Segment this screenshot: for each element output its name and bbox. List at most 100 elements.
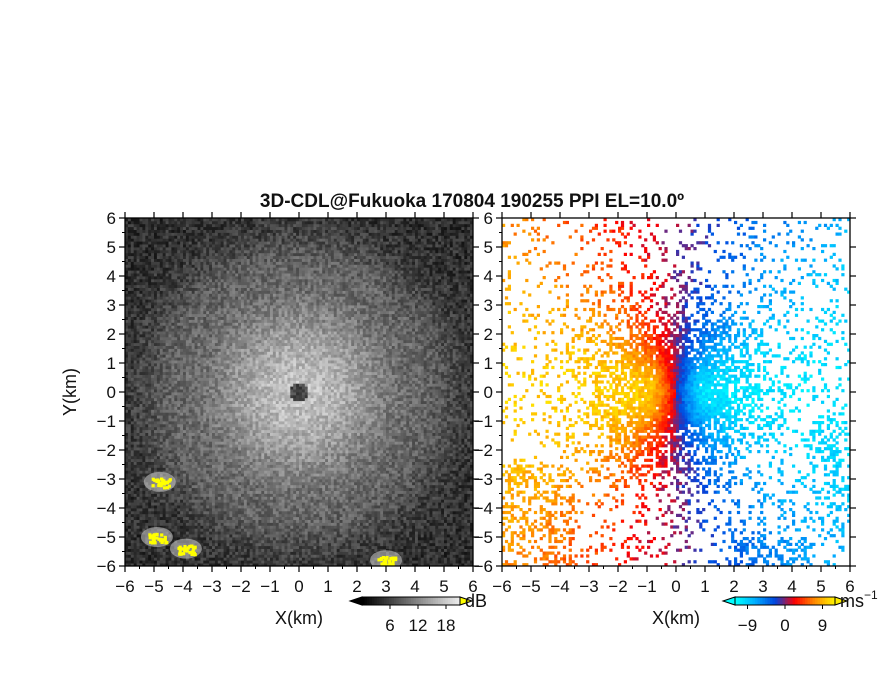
colorbar-cell xyxy=(403,597,407,605)
colorbar-cell xyxy=(810,597,813,605)
colorbar-cell xyxy=(445,597,449,605)
y-tick-label: 0 xyxy=(484,383,493,402)
colorbar-cell xyxy=(408,597,412,605)
y-tick-label: 6 xyxy=(107,209,116,228)
colorbar-cell xyxy=(822,597,826,605)
strong-echo xyxy=(177,544,197,557)
x-tick-label: −5 xyxy=(521,577,540,596)
colorbar-cell xyxy=(827,597,831,605)
y-axis-label: Y(km) xyxy=(60,368,80,416)
x-tick-label: 5 xyxy=(439,577,448,596)
colorbar-cell xyxy=(442,597,446,605)
x-tick-label: 0 xyxy=(671,577,680,596)
colorbar-tick-label: 6 xyxy=(385,616,394,635)
colorbar-cell xyxy=(830,597,833,605)
velocity-field xyxy=(502,218,850,566)
strong-echo xyxy=(377,556,398,566)
x-tick-label: 0 xyxy=(294,577,303,596)
y-tick-label: −5 xyxy=(474,528,493,547)
colorbar-cell xyxy=(737,597,741,605)
x-tick-label: −3 xyxy=(579,577,598,596)
colorbar-under-arrow xyxy=(348,596,363,606)
y-tick-label: 3 xyxy=(484,296,493,315)
x-tick-label: 5 xyxy=(816,577,825,596)
colorbar-cell xyxy=(817,597,821,605)
colorbar-cell xyxy=(418,597,422,605)
y-tick-label: −6 xyxy=(474,557,493,576)
y-tick-label: 2 xyxy=(484,325,493,344)
right-panel: −6 −5 −4 −3 −2 −1 0 1 2 3 4 5 6 −6 −5 −4 −3 −2 −1 0 1 2 3 4 5 6 X(… xyxy=(474,209,878,635)
colorbar-cell xyxy=(457,597,461,605)
colorbar-cell xyxy=(440,597,444,605)
colorbar-cell xyxy=(386,597,390,605)
y-tick-label: −4 xyxy=(474,499,493,518)
y-tick-label: 1 xyxy=(107,354,116,373)
colorbar-cell xyxy=(750,597,753,605)
axes: −6 −5 −4 −3 −2 −1 0 1 2 3 4 5 6 −6 −5 −4 −3 −2 −1 0 1 2 3 4 5 6 xyxy=(474,209,856,596)
colorbar-tick-label: 9 xyxy=(818,616,827,635)
x-tick-label: −2 xyxy=(231,577,250,596)
y-tick-label: 2 xyxy=(107,325,116,344)
x-tick-label: −4 xyxy=(173,577,192,596)
x-tick-label: −6 xyxy=(115,577,134,596)
colorbar-cell xyxy=(812,597,816,605)
colorbar-cell xyxy=(420,597,424,605)
colorbar: 6 12 18 dB xyxy=(348,591,487,635)
chart-title: 3D-CDL@Fukuoka 170804 190255 PPI EL=10.0… xyxy=(260,191,684,212)
colorbar-cell xyxy=(797,597,801,605)
colorbar-cell xyxy=(780,597,783,605)
colorbar-cell xyxy=(760,597,763,605)
colorbar: −9 0 9 ms−1 xyxy=(721,588,878,635)
colorbar-cell xyxy=(777,597,781,605)
colorbar-cell xyxy=(820,597,823,605)
colorbar-cell xyxy=(366,597,370,605)
colorbar-cell xyxy=(790,597,793,605)
colorbar-cell xyxy=(428,597,431,605)
y-tick-label: 4 xyxy=(107,267,116,286)
colorbar-over-arrow xyxy=(459,596,474,606)
colorbar-cell xyxy=(452,597,456,605)
colorbar-cell xyxy=(411,597,414,605)
colorbar-cell xyxy=(437,597,441,605)
y-tick-label: 5 xyxy=(107,238,116,257)
x-tick-label: 4 xyxy=(787,577,796,596)
colorbar-cell xyxy=(433,597,436,605)
y-tick-label: 1 xyxy=(484,354,493,373)
colorbar-unit: ms−1 xyxy=(840,588,878,611)
colorbar-cell xyxy=(800,597,803,605)
colorbar-cell xyxy=(752,597,756,605)
colorbar-cell xyxy=(807,597,811,605)
x-tick-label: 3 xyxy=(758,577,767,596)
x-axis-label: X(km) xyxy=(275,608,323,628)
colorbar-cell xyxy=(455,597,458,605)
y-tick-label: 4 xyxy=(484,267,493,286)
colorbar-cell xyxy=(388,597,392,605)
colorbar-cell xyxy=(770,597,773,605)
colorbar-cell xyxy=(815,597,818,605)
colorbar-over-arrow xyxy=(834,596,849,606)
colorbar-cell xyxy=(362,597,365,605)
y-tick-label: −3 xyxy=(474,470,493,489)
strong-echo xyxy=(148,532,169,545)
colorbar-under-arrow xyxy=(721,596,736,606)
colorbar-cell xyxy=(762,597,766,605)
axes: −6 −5 −4 −3 −2 −1 0 1 2 3 4 5 6 −6 −5 −4 −3 −2 −1 0 1 2 3 4 5 6 xyxy=(97,209,479,596)
colorbar-cell xyxy=(415,597,419,605)
y-tick-label: −5 xyxy=(97,528,116,547)
colorbar-cell xyxy=(782,597,786,605)
x-tick-label: 6 xyxy=(845,577,854,596)
x-tick-label: 4 xyxy=(410,577,419,596)
colorbar-cell xyxy=(772,597,776,605)
colorbar-cell xyxy=(364,597,368,605)
x-tick-label: −4 xyxy=(550,577,569,596)
colorbar-cell xyxy=(802,597,806,605)
colorbar-cell xyxy=(423,597,427,605)
intensity-field xyxy=(125,218,473,566)
plot-area xyxy=(502,218,850,566)
colorbar-cell xyxy=(757,597,761,605)
colorbar-cell xyxy=(381,597,385,605)
x-tick-label: −3 xyxy=(202,577,221,596)
plot-area xyxy=(125,218,473,566)
colorbar-cell xyxy=(376,597,380,605)
colorbar-cell xyxy=(430,597,434,605)
